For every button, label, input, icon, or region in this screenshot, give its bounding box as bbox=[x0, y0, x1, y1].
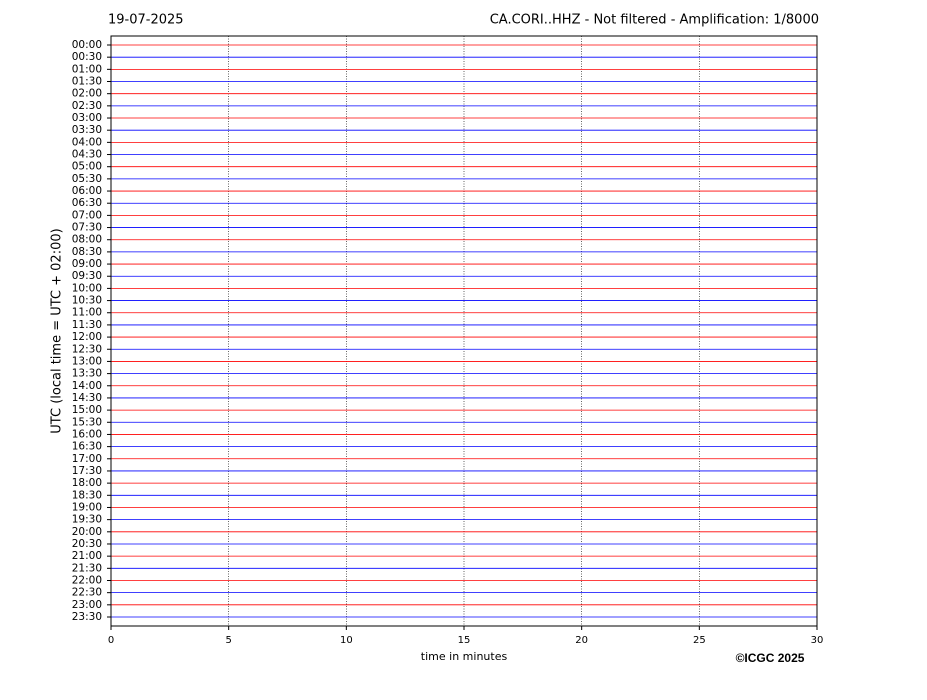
y-axis-label: UTC (local time = UTC + 02:00) bbox=[50, 228, 65, 433]
credit: ©ICGC 2025 bbox=[736, 651, 805, 665]
y-tick-label: 13:30 bbox=[72, 368, 102, 380]
y-tick-label: 23:00 bbox=[72, 599, 102, 611]
y-tick-label: 04:30 bbox=[72, 149, 102, 161]
x-tick-label: 25 bbox=[693, 635, 706, 646]
x-tick-label: 0 bbox=[108, 635, 114, 646]
y-tick-label: 11:00 bbox=[72, 307, 102, 319]
y-tick-label: 12:00 bbox=[72, 331, 102, 343]
y-tick-label: 00:30 bbox=[72, 51, 102, 63]
y-tick-label: 15:00 bbox=[72, 404, 102, 416]
x-tick-label: 30 bbox=[811, 635, 824, 646]
x-tick-label: 20 bbox=[575, 635, 588, 646]
y-tick-label: 09:00 bbox=[72, 258, 102, 270]
y-tick-label: 18:00 bbox=[72, 477, 102, 489]
plot-frame bbox=[110, 35, 818, 627]
x-tick-label: 15 bbox=[458, 635, 471, 646]
y-tick-label: 20:30 bbox=[72, 538, 102, 550]
y-tick-label: 14:30 bbox=[72, 392, 102, 404]
y-tick-label: 07:30 bbox=[72, 222, 102, 234]
y-tick-label: 06:00 bbox=[72, 185, 102, 197]
y-tick-label: 05:30 bbox=[72, 173, 102, 185]
y-tick-label: 00:00 bbox=[72, 39, 102, 51]
y-tick-label: 07:00 bbox=[72, 209, 102, 221]
y-tick-label: 03:00 bbox=[72, 112, 102, 124]
y-tick-label: 01:00 bbox=[72, 63, 102, 75]
y-tick-label: 13:00 bbox=[72, 355, 102, 367]
y-tick-label: 02:00 bbox=[72, 88, 102, 100]
chart-title: CA.CORI..HHZ - Not filtered - Amplificat… bbox=[490, 13, 819, 28]
y-tick-label: 08:30 bbox=[72, 246, 102, 258]
y-tick-label: 14:00 bbox=[72, 380, 102, 392]
y-tick-label: 21:00 bbox=[72, 550, 102, 562]
x-tick-label: 10 bbox=[340, 635, 353, 646]
x-tick-label: 5 bbox=[225, 635, 231, 646]
y-tick-label: 15:30 bbox=[72, 416, 102, 428]
y-tick-label: 16:00 bbox=[72, 428, 102, 440]
y-tick-label: 16:30 bbox=[72, 441, 102, 453]
y-tick-label: 03:30 bbox=[72, 124, 102, 136]
y-tick-label: 05:00 bbox=[72, 161, 102, 173]
chart-date: 19-07-2025 bbox=[108, 13, 184, 28]
y-tick-label: 02:30 bbox=[72, 100, 102, 112]
y-tick-label: 08:00 bbox=[72, 234, 102, 246]
y-tick-label: 19:30 bbox=[72, 514, 102, 526]
y-tick-label: 22:00 bbox=[72, 574, 102, 586]
y-tick-label: 10:30 bbox=[72, 295, 102, 307]
y-tick-label: 17:30 bbox=[72, 465, 102, 477]
y-tick-label: 12:30 bbox=[72, 343, 102, 355]
y-tick-label: 22:30 bbox=[72, 587, 102, 599]
y-tick-label: 18:30 bbox=[72, 489, 102, 501]
y-tick-label: 09:30 bbox=[72, 270, 102, 282]
y-tick-label: 06:30 bbox=[72, 197, 102, 209]
y-tick-label: 20:00 bbox=[72, 526, 102, 538]
y-tick-label: 11:30 bbox=[72, 319, 102, 331]
y-tick-label: 19:00 bbox=[72, 501, 102, 513]
y-tick-label: 01:30 bbox=[72, 76, 102, 88]
y-tick-label: 23:30 bbox=[72, 611, 102, 623]
y-tick-label: 21:30 bbox=[72, 562, 102, 574]
y-tick-label: 04:00 bbox=[72, 136, 102, 148]
y-tick-label: 17:00 bbox=[72, 453, 102, 465]
x-axis-label: time in minutes bbox=[421, 650, 508, 663]
y-tick-label: 10:00 bbox=[72, 282, 102, 294]
